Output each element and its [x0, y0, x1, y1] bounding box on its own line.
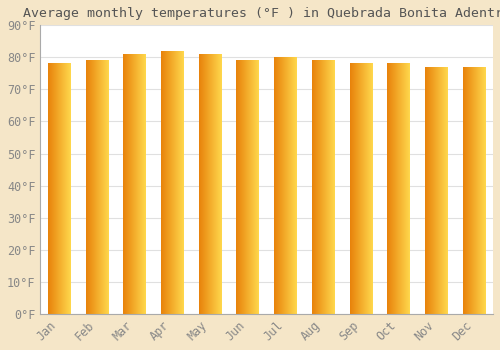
Title: Average monthly temperatures (°F ) in Quebrada Bonita Adentro: Average monthly temperatures (°F ) in Qu… — [22, 7, 500, 20]
